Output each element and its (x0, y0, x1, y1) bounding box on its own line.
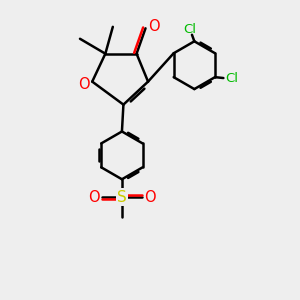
Text: O: O (148, 19, 160, 34)
Text: O: O (88, 190, 100, 205)
Text: Cl: Cl (225, 72, 238, 85)
Text: S: S (117, 190, 127, 205)
Text: O: O (144, 190, 155, 205)
Text: O: O (78, 77, 90, 92)
Text: Cl: Cl (183, 23, 196, 36)
